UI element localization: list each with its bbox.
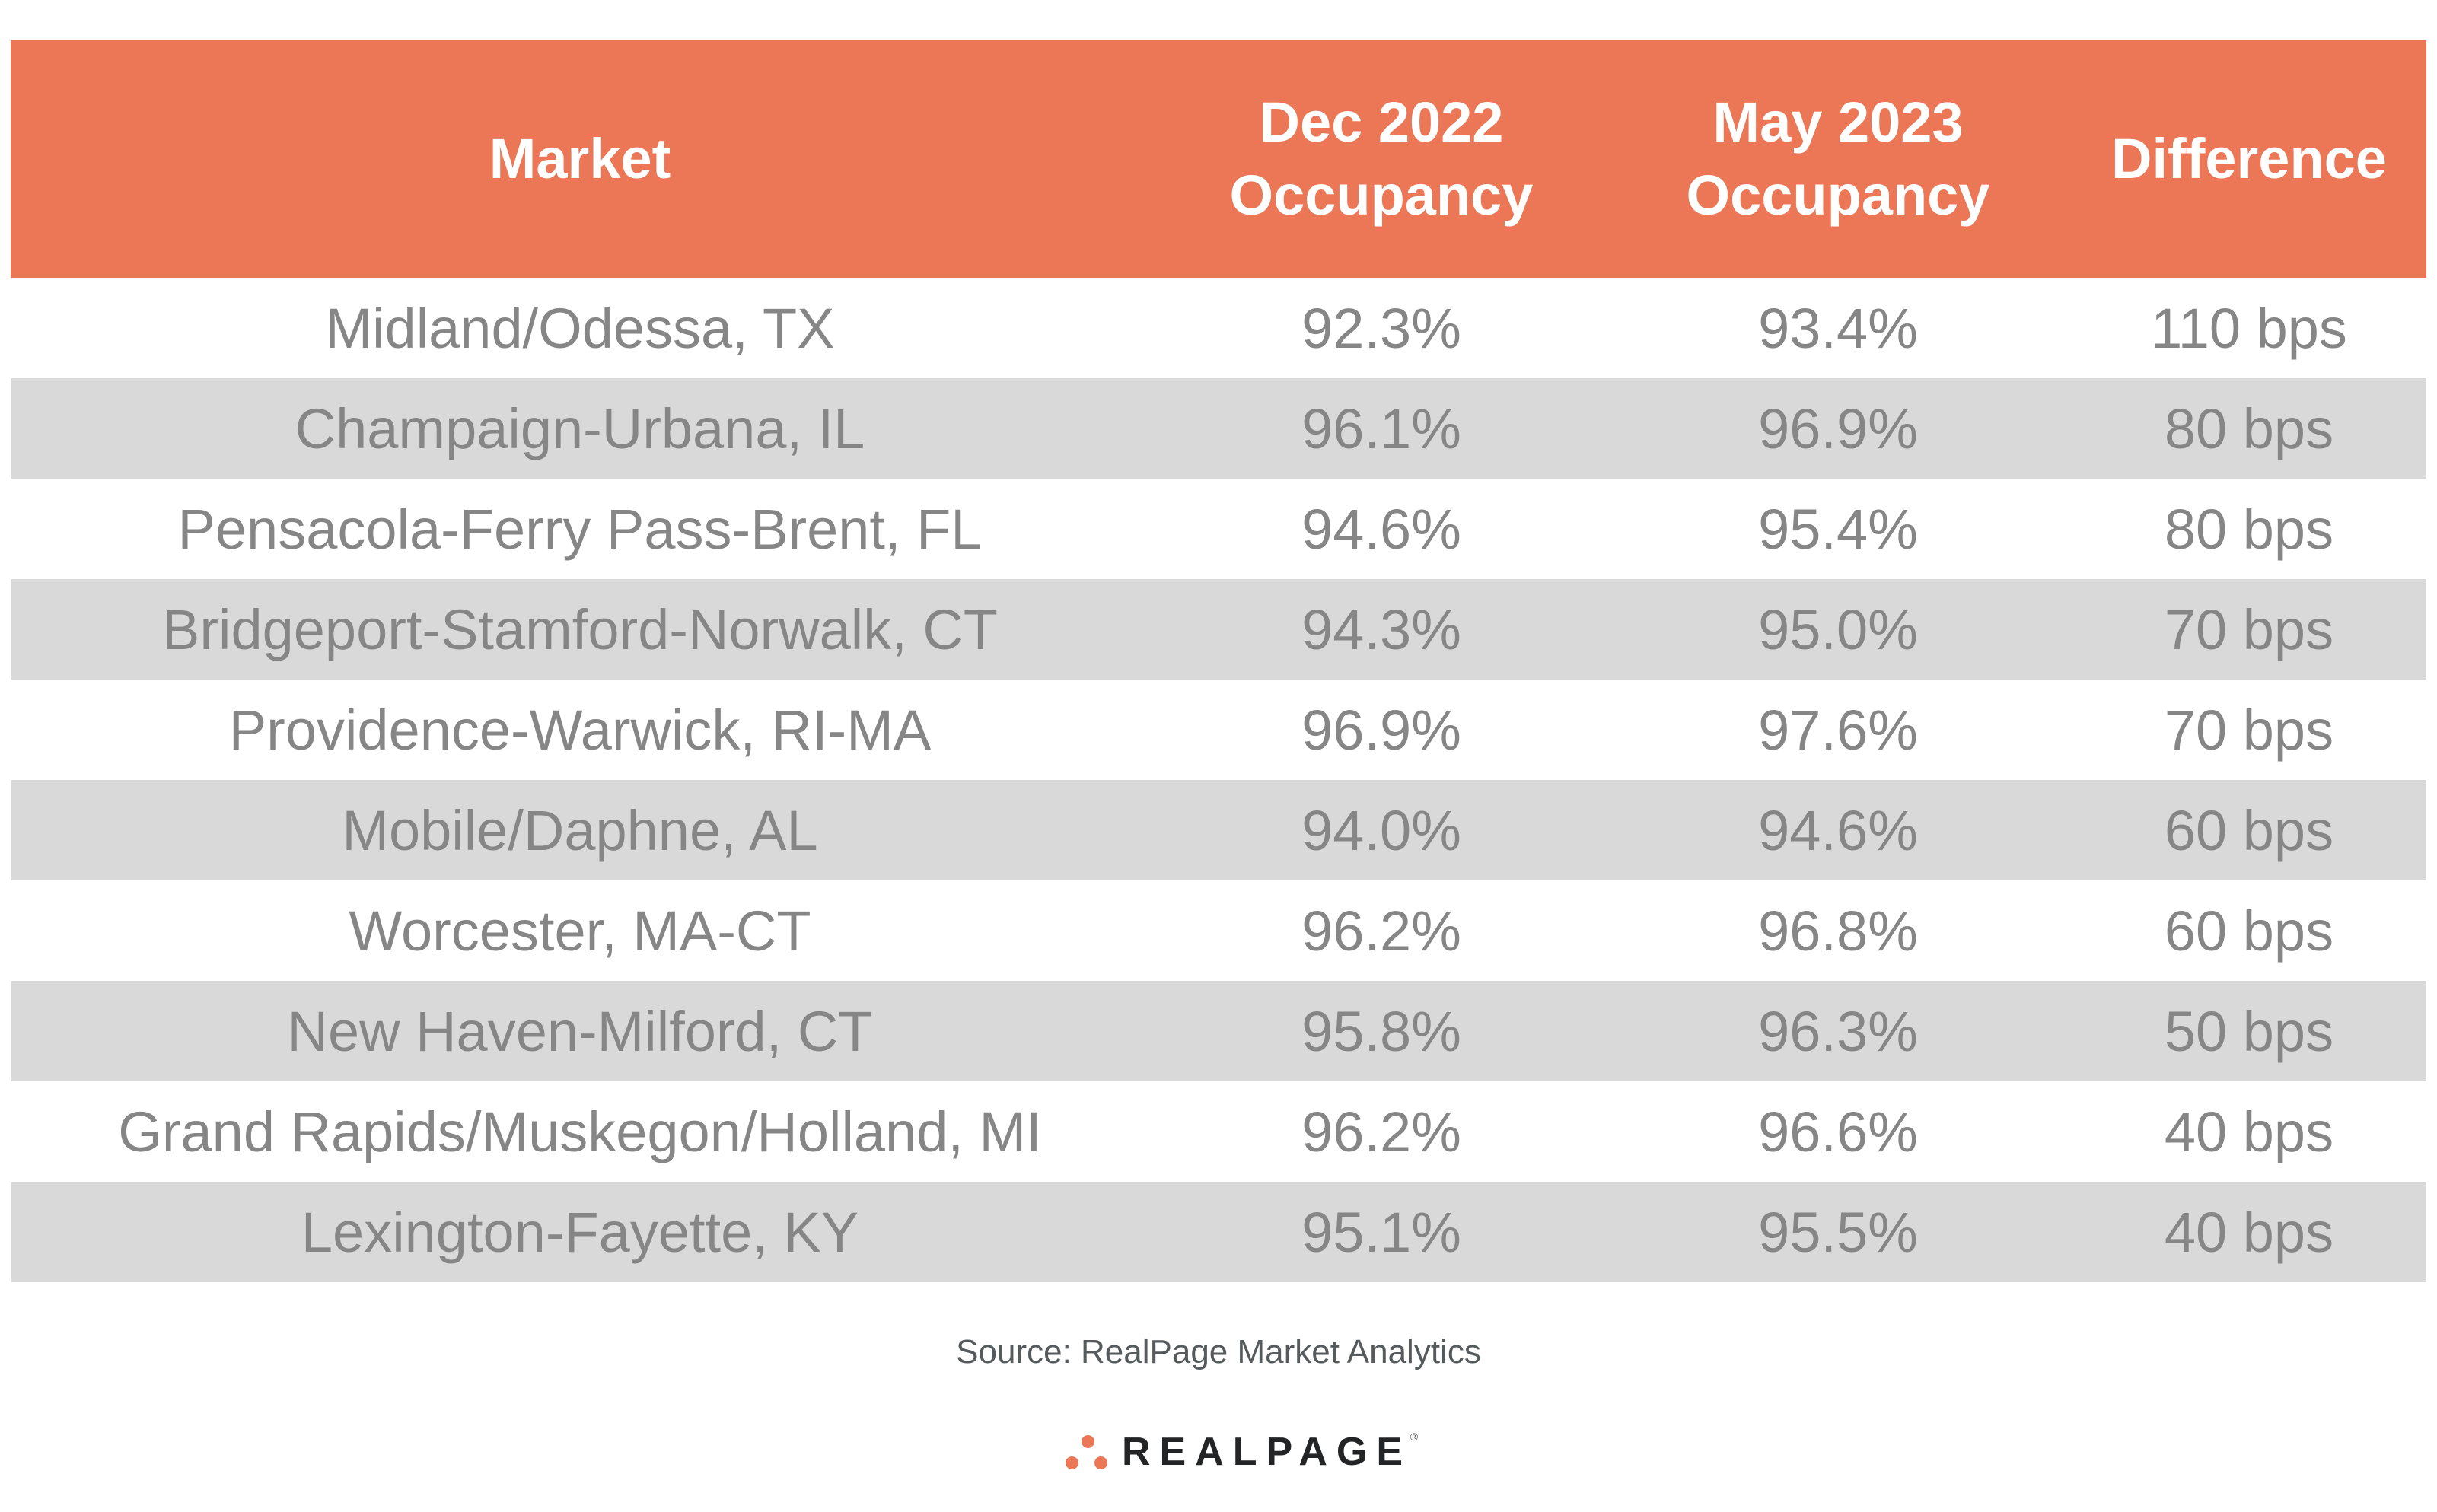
header-market-label: Market xyxy=(489,127,671,190)
header-difference-label: Difference xyxy=(2111,127,2387,190)
table-row: Mobile/Daphne, AL 94.0% 94.6% 60 bps xyxy=(11,780,2426,880)
table-row: Grand Rapids/Muskegon/Holland, MI 96.2% 96… xyxy=(11,1081,2426,1182)
header-dec-2022-line2: Occupancy xyxy=(1229,164,1534,227)
cell-market: Providence-Warwick, RI-MA xyxy=(228,698,932,762)
table-header: Market Dec 2022 Occupancy May 2023 Occup… xyxy=(11,40,2426,278)
cell-may-2023: 96.9% xyxy=(1758,396,1918,460)
cell-may-2023: 94.6% xyxy=(1758,798,1918,862)
table-row: Pensacola-Ferry Pass-Brent, FL 94.6% 95.4%… xyxy=(11,479,2426,579)
cell-dec-2022: 96.2% xyxy=(1301,1100,1461,1163)
cell-difference: 60 bps xyxy=(2164,798,2334,862)
cell-dec-2022: 96.2% xyxy=(1301,899,1461,963)
cell-difference: 70 bps xyxy=(2164,597,2334,661)
cell-dec-2022: 94.6% xyxy=(1301,497,1461,561)
cell-market: Mobile/Daphne, AL xyxy=(342,798,818,862)
cell-dec-2022: 96.9% xyxy=(1301,698,1461,762)
cell-may-2023: 96.3% xyxy=(1758,999,1918,1063)
occupancy-table: Market Dec 2022 Occupancy May 2023 Occup… xyxy=(11,40,2426,1282)
cell-dec-2022: 95.8% xyxy=(1301,999,1461,1063)
cell-dec-2022: 95.1% xyxy=(1301,1200,1461,1264)
realpage-logo: REALPAGE ® xyxy=(1066,1421,1418,1482)
cell-difference: 70 bps xyxy=(2164,698,2334,762)
cell-difference: 80 bps xyxy=(2164,497,2334,561)
cell-market: Lexington-Fayette, KY xyxy=(301,1200,859,1264)
cell-dec-2022: 94.0% xyxy=(1301,798,1461,862)
cell-may-2023: 95.5% xyxy=(1758,1200,1918,1264)
cell-market: New Haven-Milford, CT xyxy=(287,999,873,1063)
logo-dots-icon xyxy=(1066,1431,1111,1473)
header-may-2023-line2: Occupancy xyxy=(1686,164,1990,227)
header-difference: Difference xyxy=(2111,40,2387,278)
cell-dec-2022: 94.3% xyxy=(1301,597,1461,661)
cell-market: Champaign-Urbana, IL xyxy=(295,396,865,460)
cell-may-2023: 97.6% xyxy=(1758,698,1918,762)
cell-market: Worcester, MA-CT xyxy=(349,899,811,963)
cell-difference: 40 bps xyxy=(2164,1200,2334,1264)
logo-dot xyxy=(1066,1456,1078,1469)
cell-dec-2022: 96.1% xyxy=(1301,396,1461,460)
header-may-2023: May 2023 Occupancy xyxy=(1687,40,1990,278)
table-row: Midland/Odessa, TX 92.3% 93.4% 110 bps xyxy=(11,278,2426,378)
cell-market: Midland/Odessa, TX xyxy=(325,296,835,360)
logo-wordmark: REALPAGE ® xyxy=(1122,1429,1418,1475)
cell-may-2023: 96.6% xyxy=(1758,1100,1918,1163)
cell-market: Grand Rapids/Muskegon/Holland, MI xyxy=(118,1100,1042,1163)
table-row: New Haven-Milford, CT 95.8% 96.3% 50 bps xyxy=(11,981,2426,1081)
cell-market: Bridgeport-Stamford-Norwalk, CT xyxy=(162,597,998,661)
cell-may-2023: 95.4% xyxy=(1758,497,1918,561)
registered-mark: ® xyxy=(1410,1431,1419,1443)
cell-difference: 60 bps xyxy=(2164,899,2334,963)
cell-market: Pensacola-Ferry Pass-Brent, FL xyxy=(177,497,983,561)
cell-may-2023: 93.4% xyxy=(1758,296,1918,360)
logo-dot xyxy=(1082,1435,1094,1448)
table-row: Worcester, MA-CT 96.2% 96.8% 60 bps xyxy=(11,880,2426,981)
cell-difference: 110 bps xyxy=(2151,296,2347,360)
cell-difference: 50 bps xyxy=(2164,999,2334,1063)
cell-dec-2022: 92.3% xyxy=(1301,296,1461,360)
cell-difference: 80 bps xyxy=(2164,396,2334,460)
header-dec-2022-line1: Dec 2022 xyxy=(1259,91,1504,154)
logo-text: REALPAGE xyxy=(1122,1430,1413,1474)
header-market: Market xyxy=(489,40,671,278)
table-row: Bridgeport-Stamford-Norwalk, CT 94.3% 95.0… xyxy=(11,579,2426,680)
logo-dot xyxy=(1094,1456,1107,1469)
table-body: Midland/Odessa, TX 92.3% 93.4% 110 bps Champ… xyxy=(11,278,2426,1282)
table-row: Champaign-Urbana, IL 96.1% 96.9% 80 bps xyxy=(11,378,2426,479)
cell-may-2023: 96.8% xyxy=(1758,899,1918,963)
cell-may-2023: 95.0% xyxy=(1758,597,1918,661)
source-note: Source: RealPage Market Analytics xyxy=(956,1333,1481,1370)
table-row: Lexington-Fayette, KY 95.1% 95.5% 40 bps xyxy=(11,1182,2426,1282)
table-row: Providence-Warwick, RI-MA 96.9% 97.6% 70 bp… xyxy=(11,680,2426,780)
cell-difference: 40 bps xyxy=(2164,1100,2334,1163)
header-may-2023-line1: May 2023 xyxy=(1712,91,1964,154)
header-dec-2022: Dec 2022 Occupancy xyxy=(1230,40,1534,278)
